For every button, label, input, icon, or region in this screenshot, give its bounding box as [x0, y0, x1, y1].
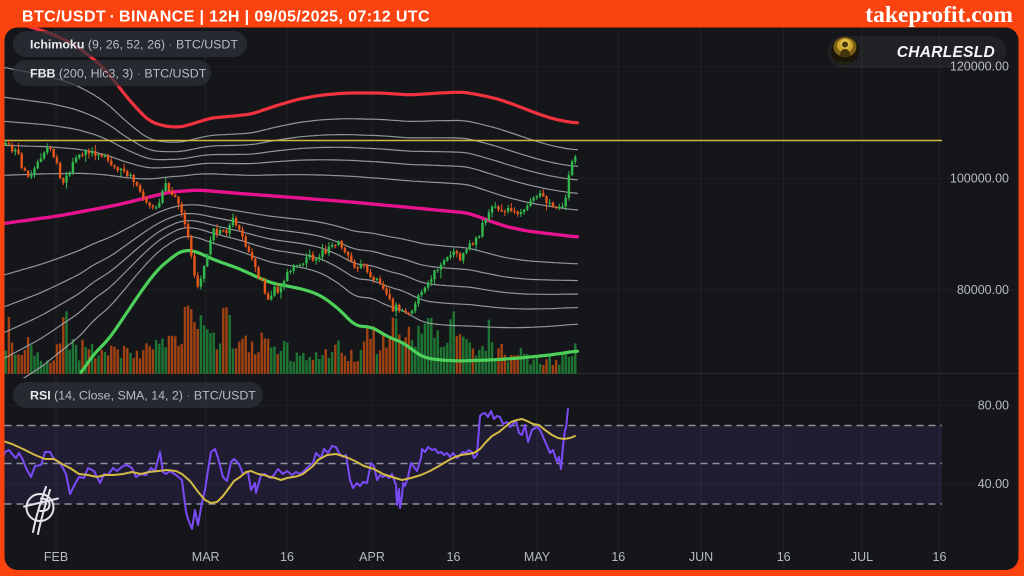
svg-text:100000.00: 100000.00	[950, 172, 1009, 186]
svg-text:16: 16	[447, 550, 461, 564]
svg-text:120000.00: 120000.00	[950, 60, 1009, 74]
svg-text:80000.00: 80000.00	[957, 283, 1009, 297]
svg-text:16: 16	[280, 550, 294, 564]
svg-text:CHARLESLD: CHARLESLD	[897, 44, 995, 61]
svg-text:FEB: FEB	[44, 550, 68, 564]
svg-text:80.00: 80.00	[978, 399, 1009, 413]
svg-text:FBB (200, Hlc3, 3) · BTC/USDT: FBB (200, Hlc3, 3) · BTC/USDT	[30, 67, 207, 81]
svg-text:MAY: MAY	[524, 550, 551, 564]
svg-text:APR: APR	[359, 550, 385, 564]
svg-text:RSI (14, Close, SMA, 14, 2) ·: RSI (14, Close, SMA, 14, 2) · BTC/USDT	[30, 389, 256, 403]
svg-text:takeprofit.com: takeprofit.com	[865, 2, 1013, 28]
svg-text:16: 16	[611, 550, 625, 564]
svg-text:JUN: JUN	[689, 550, 713, 564]
svg-text:40.00: 40.00	[978, 477, 1009, 491]
svg-text:16: 16	[933, 550, 947, 564]
svg-text:MAR: MAR	[192, 550, 220, 564]
svg-text:16: 16	[777, 550, 791, 564]
svg-text:BTC/USDT · BINANCE | 12H | 09/: BTC/USDT · BINANCE | 12H | 09/05/2025, 0…	[22, 9, 430, 26]
svg-text:Ichimoku (9, 26, 52, 26) · BTC: Ichimoku (9, 26, 52, 26) · BTC/USDT	[30, 38, 238, 52]
svg-text:JUL: JUL	[851, 550, 873, 564]
